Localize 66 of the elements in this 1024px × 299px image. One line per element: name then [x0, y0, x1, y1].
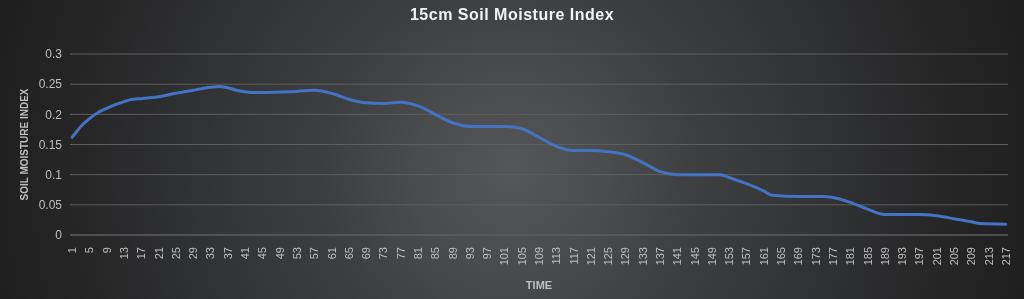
- x-tick-label: 17: [135, 247, 148, 260]
- x-tick-label: 21: [152, 247, 165, 260]
- x-tick-label: 77: [394, 247, 407, 260]
- x-tick-label: 105: [515, 247, 528, 266]
- x-tick-label: 201: [930, 247, 943, 266]
- line-series: [70, 85, 1008, 226]
- x-tick-label: 181: [844, 247, 857, 266]
- x-tick-label: 117: [567, 247, 580, 265]
- x-tick-label: 217: [999, 247, 1012, 266]
- y-tick-label: 0: [55, 228, 63, 243]
- y-tick-label: 0.25: [38, 77, 63, 92]
- x-tick-label: 93: [463, 247, 476, 260]
- x-tick-label: 49: [273, 247, 286, 260]
- x-tick-label: 53: [290, 247, 303, 260]
- x-tick-label: 37: [221, 247, 234, 260]
- x-tick-label: 73: [377, 247, 390, 260]
- x-tick-label: 9: [100, 247, 113, 254]
- x-tick-label: 205: [947, 247, 960, 266]
- x-tick-label: 69: [360, 247, 373, 260]
- x-tick-label: 13: [118, 247, 131, 260]
- x-tick-label: 5: [83, 247, 96, 254]
- x-tick-label: 57: [308, 247, 321, 260]
- x-tick-label: 165: [775, 247, 788, 266]
- x-tick-label: 149: [705, 247, 718, 266]
- x-axis-title: TIME: [525, 279, 553, 291]
- chart-title: 15cm Soil Moisture Index: [408, 6, 616, 24]
- x-tick-label: 41: [239, 247, 252, 260]
- x-tick-label: 33: [204, 247, 217, 260]
- x-tick-label: 1: [66, 247, 79, 254]
- x-tick-label: 61: [325, 247, 338, 260]
- x-tick-label: 89: [446, 247, 459, 260]
- x-tick-label: 65: [342, 247, 355, 260]
- x-tick-label: 125: [602, 247, 615, 266]
- x-tick-label: 153: [723, 247, 736, 266]
- x-tick-label: 173: [809, 247, 822, 266]
- y-tick-label: 0.3: [45, 47, 63, 62]
- x-tick-label: 109: [533, 247, 545, 266]
- y-tick-label: 0.2: [45, 107, 63, 122]
- x-tick-label: 197: [913, 247, 926, 266]
- x-tick-label: 137: [654, 247, 667, 266]
- y-tick-label: 0.1: [45, 167, 63, 182]
- x-tick-label: 209: [965, 247, 978, 266]
- x-tick-label: 193: [896, 247, 909, 266]
- y-tick-label: 0.05: [38, 198, 63, 213]
- x-tick-label: 81: [411, 247, 424, 260]
- x-tick-label: 121: [584, 247, 597, 266]
- x-tick-label: 129: [619, 247, 632, 266]
- x-tick-label: 177: [826, 247, 839, 266]
- x-tick-label: 85: [429, 247, 442, 260]
- x-tick-label: 25: [169, 247, 182, 260]
- y-tick-label: 0.15: [38, 137, 63, 152]
- x-tick-label: 185: [861, 247, 874, 266]
- x-tick-label: 157: [740, 247, 753, 266]
- x-tick-label: 145: [688, 247, 701, 266]
- x-tick-label: 141: [671, 247, 684, 266]
- x-tick-label: 213: [982, 247, 995, 266]
- x-tick-label: 189: [878, 247, 891, 266]
- x-tick-label: 113: [550, 247, 563, 265]
- x-tick-label: 101: [498, 247, 511, 266]
- x-tick-label: 169: [792, 247, 805, 266]
- x-tick-label: 97: [481, 247, 494, 260]
- x-tick-label: 29: [187, 247, 200, 260]
- x-tick-label: 45: [256, 247, 269, 260]
- x-tick-label: 133: [636, 247, 649, 266]
- y-axis-title: SOIL MOISTURE INDEX: [18, 88, 30, 201]
- x-tick-label: 161: [757, 247, 770, 266]
